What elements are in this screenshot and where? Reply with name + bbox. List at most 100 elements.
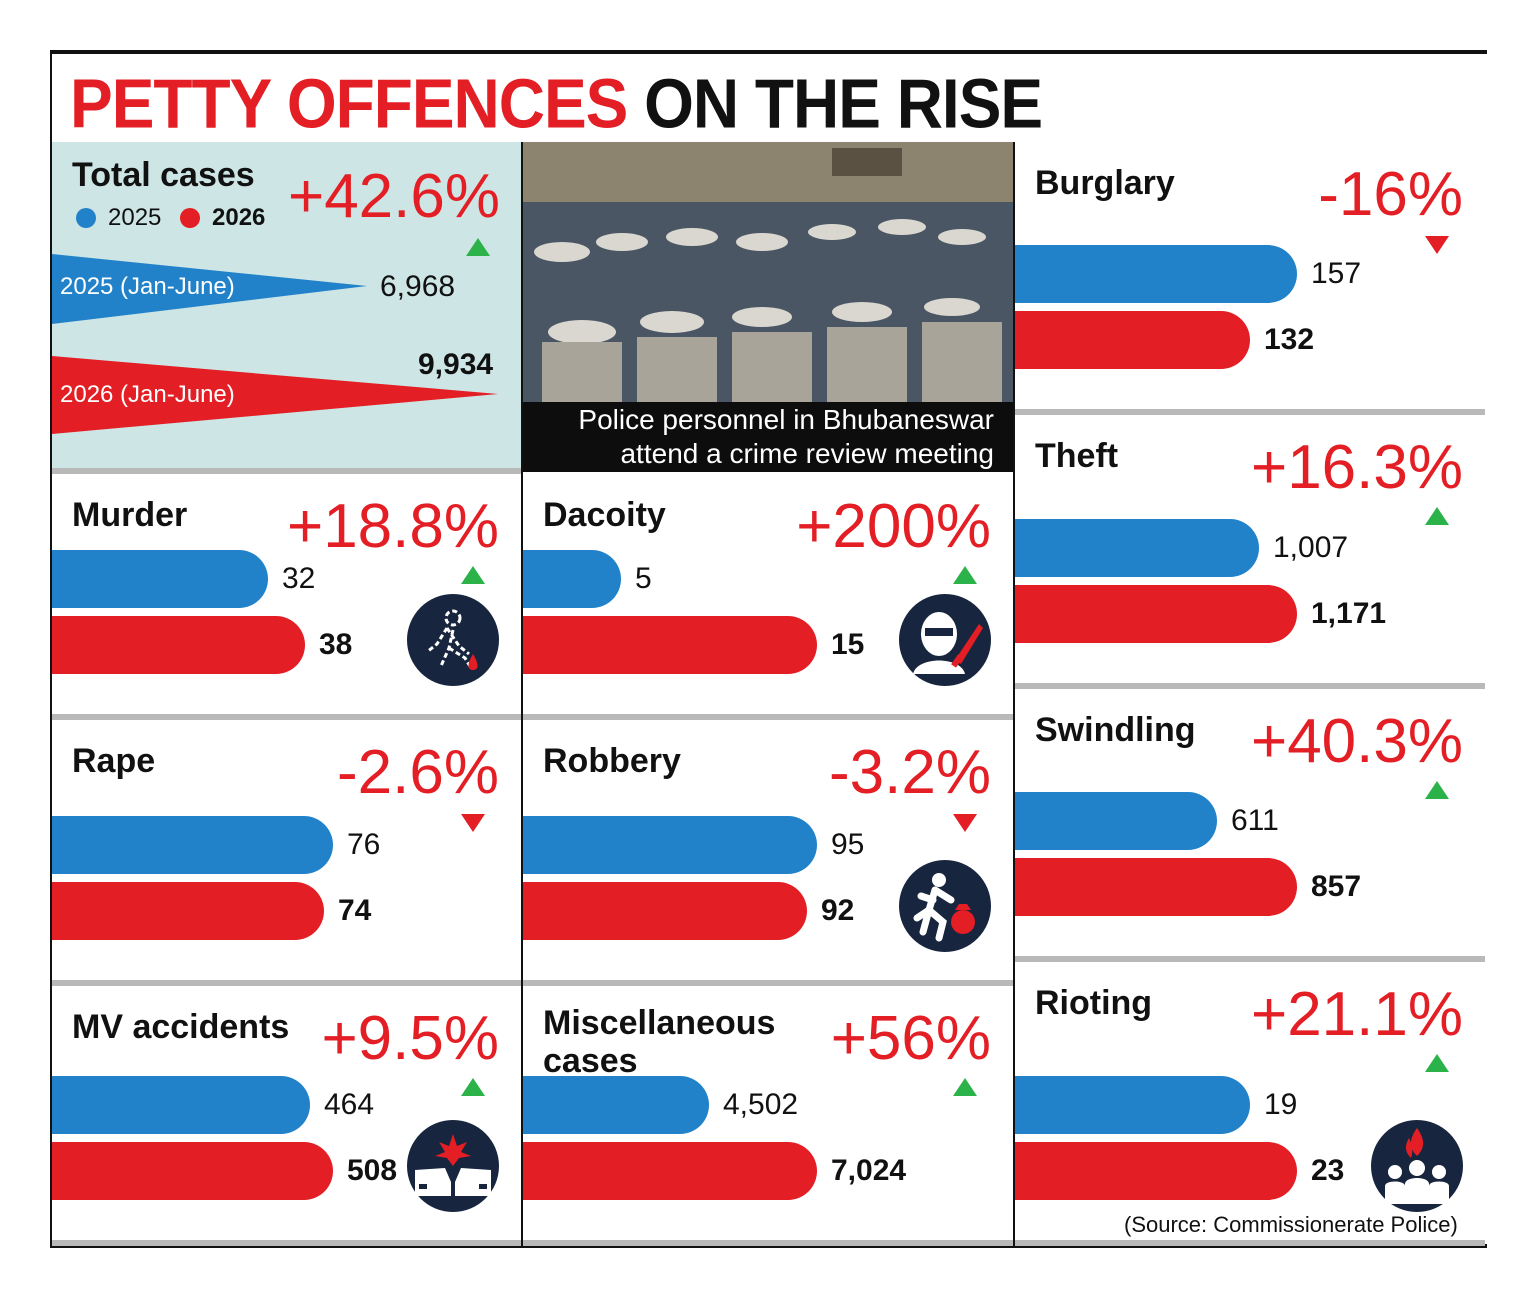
- robbery-down-arrow-icon: [953, 814, 977, 832]
- dacoity-value-2025: 5: [635, 562, 652, 595]
- source-note: (Source: Commissionerate Police): [1124, 1212, 1458, 1237]
- legend-dot-2026: [180, 208, 200, 228]
- swindling-bar-2026: [1015, 858, 1297, 916]
- mv-value-2025: 464: [324, 1088, 375, 1121]
- robbery-value-2026: 92: [821, 894, 855, 927]
- murder-value-2026: 38: [319, 628, 353, 661]
- burglary-down-arrow-icon: [1425, 236, 1449, 254]
- robbery-label: Robbery: [543, 742, 681, 780]
- burglary-bar-2025: [1015, 245, 1297, 303]
- wedge-2025: [52, 254, 367, 324]
- burglary-pct-change: -16%: [1318, 160, 1463, 229]
- mv-panel: MV accidents +9.5% 464 508: [52, 986, 521, 1246]
- swindling-panel: Swindling +40.3% 611 857: [1015, 689, 1485, 962]
- theft-value-2026: 1,171: [1311, 597, 1387, 630]
- rape-bar-2026: [52, 882, 324, 940]
- photo-caption: Police personnel in Bhubaneswar attend a…: [522, 402, 1014, 472]
- total-cases-label: Total cases: [72, 156, 255, 194]
- misc-value-2026: 7,024: [831, 1154, 907, 1187]
- theft-bar-2025: [1015, 519, 1259, 577]
- rioting-value-2025: 19: [1264, 1088, 1298, 1121]
- theft-panel: Theft +16.3% 1,007 1,171: [1015, 415, 1485, 689]
- mv-bar-2025: [52, 1076, 310, 1134]
- theft-value-2025: 1,007: [1273, 531, 1349, 564]
- title-part-black: ON THE RISE: [644, 65, 1043, 143]
- misc-bar-2025: [523, 1076, 709, 1134]
- wedge-2026: [52, 356, 498, 434]
- divider-1: [521, 142, 523, 1246]
- robbery-panel: Robbery -3.2% 95 92: [523, 720, 1013, 986]
- burglary-panel: Burglary -16% 157 132: [1015, 142, 1485, 415]
- murder-bar-2026: [52, 616, 305, 674]
- theft-bar-2026: [1015, 585, 1297, 643]
- rioting-panel: Rioting +21.1% 19 23: [1015, 962, 1485, 1246]
- dacoity-up-arrow-icon: [953, 566, 977, 584]
- rioting-bar-2025: [1015, 1076, 1250, 1134]
- murder-label: Murder: [72, 496, 188, 534]
- rape-value-2025: 76: [347, 828, 381, 861]
- mv-value-2026: 508: [347, 1154, 398, 1187]
- car-crash-icon: [407, 1120, 499, 1212]
- dacoity-panel: Dacoity +200% 5 15: [523, 474, 1013, 720]
- murder-value-2025: 32: [282, 562, 316, 595]
- swindling-bar-2025: [1015, 792, 1217, 850]
- dacoity-label: Dacoity: [543, 496, 666, 534]
- rape-down-arrow-icon: [461, 814, 485, 832]
- page-title: PETTY OFFENCES ON THE RISE: [70, 64, 1043, 144]
- legend-label-2026: 2026: [212, 204, 266, 231]
- dacoity-bar-2025: [523, 550, 621, 608]
- misc-label: Miscellaneous cases: [543, 1004, 776, 1080]
- misc-pct-change: +56%: [830, 1004, 991, 1073]
- total-2025-value: 6,968: [380, 270, 456, 303]
- rape-value-2026: 74: [338, 894, 372, 927]
- dacoity-value-2026: 15: [831, 628, 865, 661]
- dacoity-pct-change: +200%: [796, 492, 991, 561]
- burglary-label: Burglary: [1035, 164, 1175, 202]
- swindling-pct-change: +40.3%: [1250, 707, 1463, 776]
- title-bar: PETTY OFFENCES ON THE RISE: [52, 54, 1485, 144]
- swindling-value-2026: 857: [1311, 870, 1362, 903]
- masked-robber-knife-icon: [899, 594, 991, 686]
- dacoity-bar-2026: [523, 616, 817, 674]
- rioting-crowd-fire-icon: [1371, 1120, 1463, 1212]
- murder-bar-2025: [52, 550, 268, 608]
- rape-pct-change: -2.6%: [337, 738, 499, 807]
- robbery-value-2025: 95: [831, 828, 865, 861]
- rape-panel: Rape -2.6% 76 74: [52, 720, 521, 986]
- rioting-value-2026: 23: [1311, 1154, 1345, 1187]
- total-2025-label: 2025 (Jan-June): [60, 273, 235, 300]
- misc-value-2025: 4,502: [723, 1088, 799, 1121]
- murder-pct-change: +18.8%: [286, 492, 499, 561]
- caption-line-1: Police personnel in Bhubaneswar: [578, 404, 994, 435]
- rioting-up-arrow-icon: [1425, 1054, 1449, 1072]
- total-up-arrow-icon: [466, 238, 490, 256]
- swindling-value-2025: 611: [1231, 804, 1279, 837]
- infographic-frame: [50, 50, 1487, 1248]
- total-wedges: [52, 254, 498, 434]
- misc-panel: Miscellaneous cases +56% 4,502 7,024: [523, 986, 1013, 1246]
- total-cases-panel: Total cases 2025 2026 +42.6% 2025 (Jan-J…: [52, 142, 522, 474]
- misc-up-arrow-icon: [953, 1078, 977, 1096]
- swindling-label: Swindling: [1035, 711, 1196, 749]
- running-thief-icon: [899, 860, 991, 952]
- mv-pct-change: +9.5%: [321, 1004, 499, 1073]
- total-pct-change: +42.6%: [287, 162, 500, 231]
- robbery-bar-2026: [523, 882, 807, 940]
- title-part-red: PETTY OFFENCES: [70, 65, 628, 143]
- total-2026-label: 2026 (Jan-June): [60, 381, 235, 408]
- theft-pct-change: +16.3%: [1250, 433, 1463, 502]
- robbery-pct-change: -3.2%: [829, 738, 991, 807]
- rioting-label: Rioting: [1035, 984, 1153, 1022]
- rape-bar-2025: [52, 816, 333, 874]
- caption-line-2: attend a crime review meeting: [620, 438, 994, 469]
- robbery-bar-2025: [523, 816, 817, 874]
- theft-up-arrow-icon: [1425, 507, 1449, 525]
- mv-bar-2026: [52, 1142, 333, 1200]
- mv-label: MV accidents: [72, 1008, 290, 1046]
- murder-panel: Murder +18.8% 32 38: [52, 474, 521, 720]
- total-2026-value: 9,934: [418, 348, 494, 381]
- misc-bar-2026: [523, 1142, 817, 1200]
- rioting-pct-change: +21.1%: [1250, 980, 1463, 1049]
- burglary-value-2026: 132: [1264, 323, 1315, 356]
- crime-scene-icon: [407, 594, 499, 686]
